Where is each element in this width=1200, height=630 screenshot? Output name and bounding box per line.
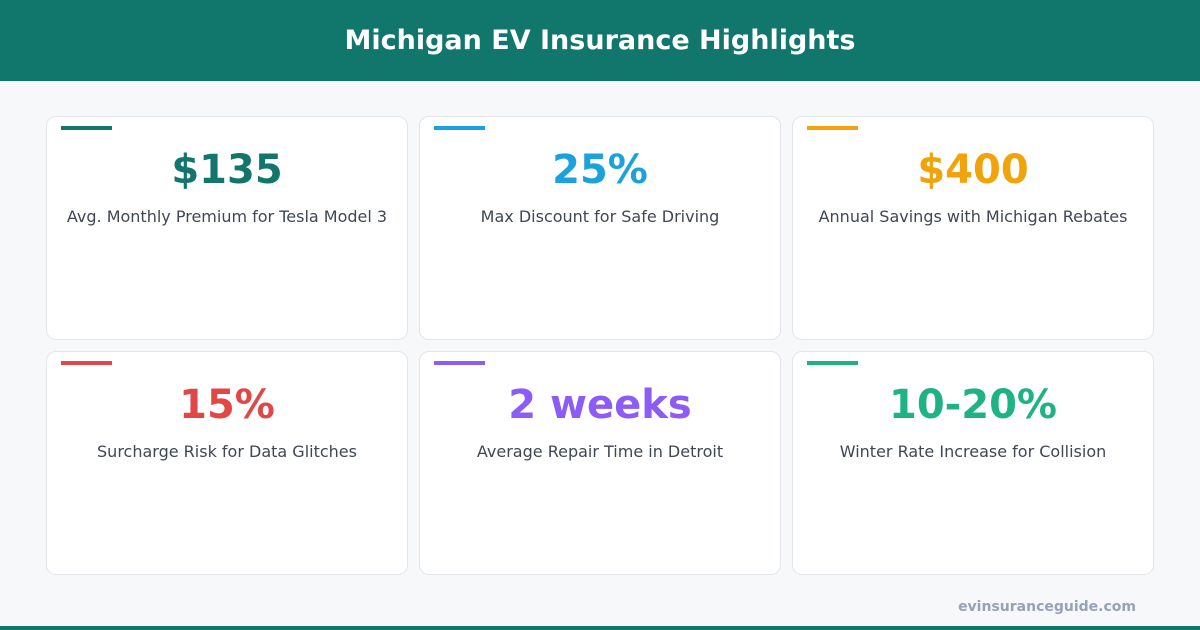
stat-label: Annual Savings with Michigan Rebates	[818, 207, 1128, 226]
stat-card: 25% Max Discount for Safe Driving	[419, 116, 781, 340]
accent-bar	[807, 361, 858, 365]
header: Michigan EV Insurance Highlights	[0, 0, 1200, 81]
stat-card: $400 Annual Savings with Michigan Rebates	[792, 116, 1154, 340]
accent-bar	[434, 126, 485, 130]
stat-label: Avg. Monthly Premium for Tesla Model 3	[66, 207, 388, 226]
stat-value: 25%	[552, 147, 648, 193]
stat-value: 10-20%	[888, 382, 1057, 428]
stat-label: Average Repair Time in Detroit	[476, 442, 724, 461]
stat-label: Surcharge Risk for Data Glitches	[97, 442, 357, 461]
stat-card: 2 weeks Average Repair Time in Detroit	[419, 351, 781, 575]
bottom-bar	[0, 626, 1200, 630]
card-grid: $135 Avg. Monthly Premium for Tesla Model…	[46, 116, 1154, 575]
title: Michigan EV Insurance Highlights	[344, 25, 856, 56]
stat-card: 10-20% Winter Rate Increase for Collision	[792, 351, 1154, 575]
stat-label: Winter Rate Increase for Collision	[839, 442, 1107, 461]
accent-bar	[61, 361, 112, 365]
stat-card: 15% Surcharge Risk for Data Glitches	[46, 351, 408, 575]
stat-value: 15%	[179, 382, 275, 428]
stat-value: 2 weeks	[508, 382, 692, 428]
accent-bar	[61, 126, 112, 130]
site-name: evinsuranceguide.com	[958, 599, 1136, 615]
stat-card: $135 Avg. Monthly Premium for Tesla Model…	[46, 116, 408, 340]
stat-value: $400	[917, 147, 1029, 193]
accent-bar	[434, 361, 485, 365]
stat-value: $135	[171, 147, 283, 193]
accent-bar	[807, 126, 858, 130]
stat-label: Max Discount for Safe Driving	[480, 207, 720, 226]
